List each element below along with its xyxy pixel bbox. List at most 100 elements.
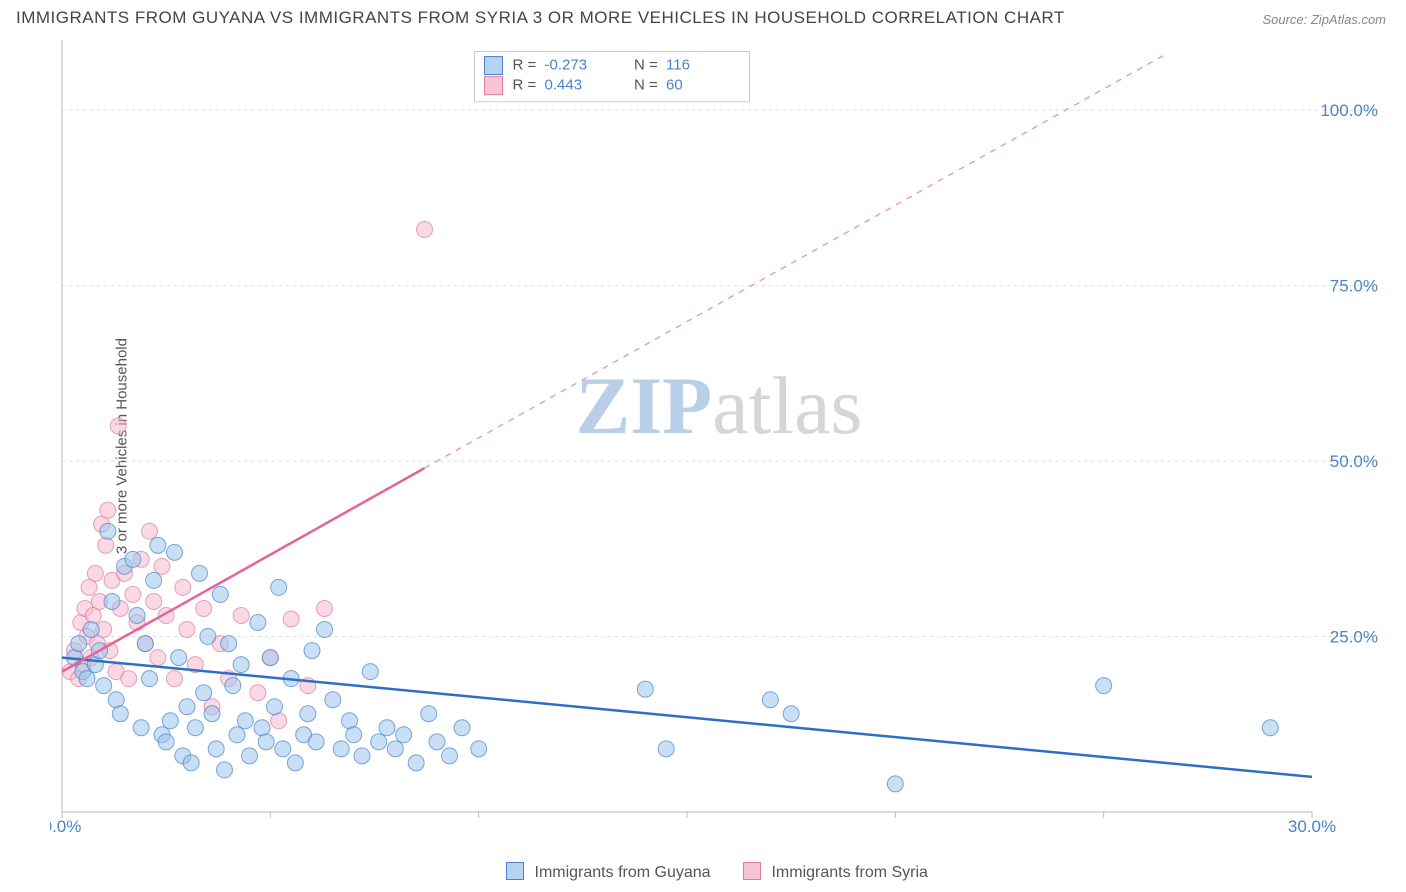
legend-n-label: N = [634,77,658,94]
scatter-point-guyana [267,699,283,715]
scatter-point-guyana [421,706,437,722]
scatter-point-guyana [192,565,208,581]
scatter-point-guyana [783,706,799,722]
scatter-point-guyana [762,692,778,708]
regression-line-syria [62,468,425,672]
scatter-point-guyana [658,741,674,757]
scatter-point-guyana [125,551,141,567]
scatter-point-syria [98,537,114,553]
y-tick-label: 50.0% [1330,452,1378,471]
legend-r-value: -0.273 [545,57,588,74]
scatter-point-guyana [137,636,153,652]
watermark: ZIPatlas [576,360,863,451]
scatter-point-guyana [637,681,653,697]
scatter-point-guyana [83,622,99,638]
scatter-point-guyana [354,748,370,764]
legend-r-label: R = [513,77,537,94]
scatter-point-guyana [308,734,324,750]
legend-n-label: N = [634,57,658,74]
scatter-point-guyana [300,706,316,722]
scatter-point-guyana [275,741,291,757]
scatter-point-guyana [1262,720,1278,736]
scatter-point-syria [142,523,158,539]
scatter-point-syria [150,650,166,666]
scatter-point-syria [121,671,137,687]
scatter-point-guyana [171,650,187,666]
scatter-point-guyana [429,734,445,750]
scatter-point-guyana [204,706,220,722]
legend-label-pink: Immigrants from Syria [771,864,927,881]
scatter-point-guyana [379,720,395,736]
scatter-point-syria [100,502,116,518]
legend-bottom: Immigrants from Guyana Immigrants from S… [0,862,1406,882]
scatter-point-guyana [158,734,174,750]
scatter-point-guyana [325,692,341,708]
scatter-point-guyana [96,678,112,694]
scatter-point-guyana [442,748,458,764]
scatter-point-guyana [346,727,362,743]
scatter-point-guyana [167,544,183,560]
legend-r-label: R = [513,57,537,74]
chart-title: IMMIGRANTS FROM GUYANA VS IMMIGRANTS FRO… [16,8,1065,28]
scatter-point-syria [87,565,103,581]
scatter-point-guyana [262,650,278,666]
legend-swatch-blue [506,862,524,880]
scatter-point-guyana [408,755,424,771]
scatter-point-guyana [342,713,358,729]
legend-stats-swatch [485,57,503,75]
scatter-point-guyana [217,762,233,778]
scatter-point-guyana [887,776,903,792]
scatter-point-guyana [454,720,470,736]
legend-n-value: 60 [666,77,683,94]
scatter-point-syria [233,607,249,623]
scatter-point-guyana [108,692,124,708]
scatter-point-guyana [237,713,253,729]
scatter-point-syria [110,418,126,434]
scatter-point-guyana [258,734,274,750]
legend-stats-swatch [485,77,503,95]
legend-label-blue: Immigrants from Guyana [535,864,711,881]
scatter-point-guyana [100,523,116,539]
scatter-point-guyana [104,593,120,609]
scatter-point-guyana [229,727,245,743]
scatter-point-guyana [471,741,487,757]
scatter-point-guyana [250,615,266,631]
scatter-point-guyana [200,629,216,645]
legend-r-value: 0.443 [545,77,583,94]
scatter-point-guyana [371,734,387,750]
scatter-point-guyana [179,699,195,715]
scatter-point-syria [179,622,195,638]
scatter-point-syria [196,600,212,616]
x-tick-label: 30.0% [1288,817,1336,832]
scatter-point-guyana [133,720,149,736]
scatter-point-guyana [304,643,320,659]
scatter-point-guyana [142,671,158,687]
scatter-point-syria [146,593,162,609]
scatter-point-guyana [183,755,199,771]
scatter-point-syria [417,221,433,237]
scatter-point-guyana [317,622,333,638]
scatter-point-syria [154,558,170,574]
scatter-point-guyana [225,678,241,694]
legend-n-value: 116 [666,57,690,74]
scatter-point-syria [283,611,299,627]
scatter-point-guyana [287,755,303,771]
scatter-point-guyana [242,748,258,764]
scatter-point-guyana [146,572,162,588]
scatter-point-guyana [79,671,95,687]
scatter-point-syria [167,671,183,687]
scatter-point-guyana [212,586,228,602]
scatter-point-guyana [1096,678,1112,694]
scatter-point-guyana [129,607,145,623]
y-tick-label: 75.0% [1330,277,1378,296]
scatter-point-syria [271,713,287,729]
scatter-point-syria [125,586,141,602]
scatter-point-guyana [271,579,287,595]
chart-svg: 25.0%50.0%75.0%100.0%0.0%30.0%ZIPatlasR … [50,34,1388,832]
scatter-point-guyana [333,741,349,757]
x-tick-label: 0.0% [50,817,81,832]
scatter-point-guyana [387,741,403,757]
y-tick-label: 25.0% [1330,628,1378,647]
scatter-point-guyana [233,657,249,673]
scatter-point-guyana [187,720,203,736]
